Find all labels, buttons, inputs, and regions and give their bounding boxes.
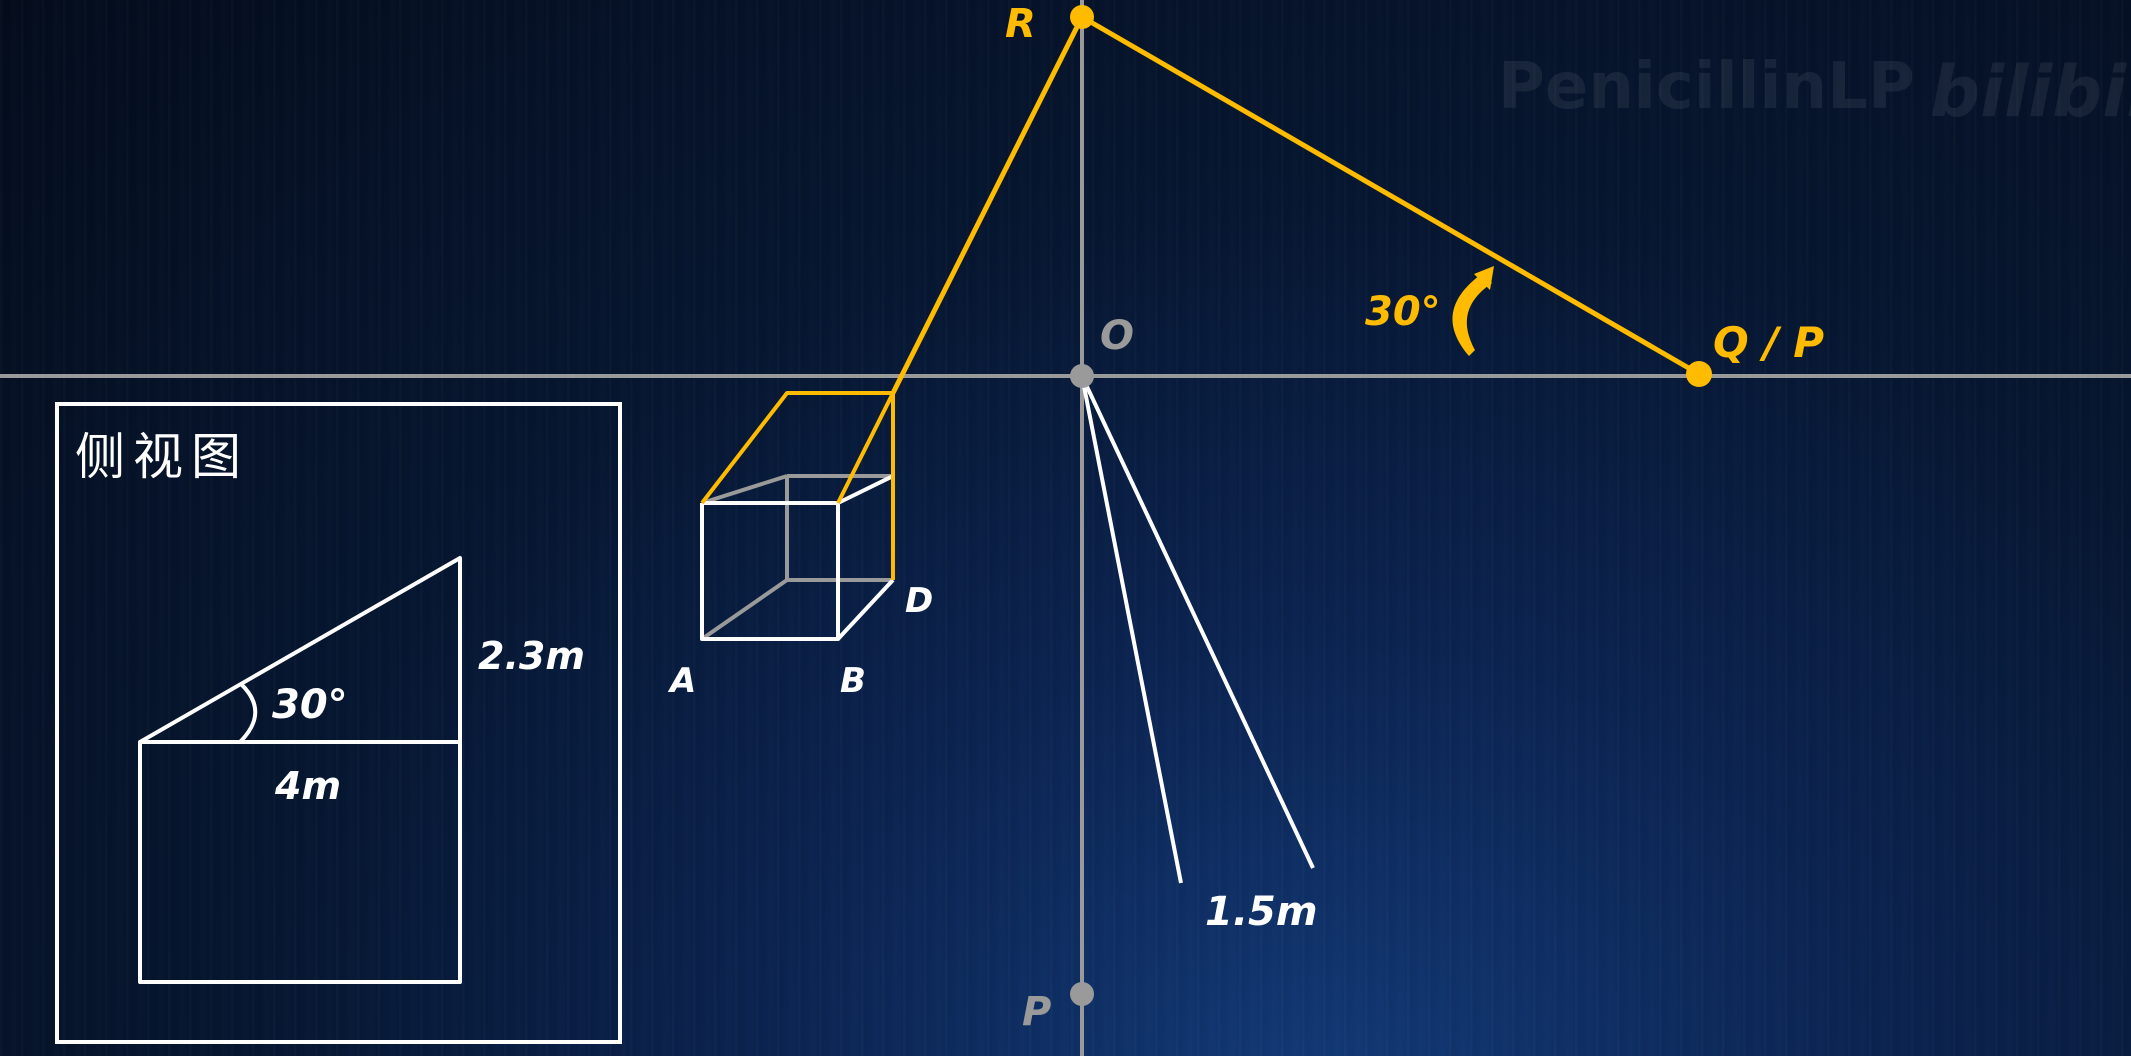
label-A: A: [667, 661, 696, 701]
cube-highlight-edges: [700, 391, 895, 580]
point-QP: [1686, 361, 1712, 387]
point-O: [1070, 364, 1094, 388]
line-cube-to-R: [890, 15, 1085, 395]
distance-rays: [1080, 375, 1315, 884]
label-B: B: [840, 661, 866, 701]
projection-lines: [890, 14, 1701, 395]
line-R-to-QP: [1080, 14, 1701, 377]
side-angle-label: 30°: [272, 682, 348, 728]
watermark-author: PenicillinLP: [1498, 50, 1915, 124]
label-O: O: [1100, 313, 1134, 359]
label-P: P: [1022, 989, 1051, 1035]
side-height-label: 2.3m: [478, 634, 585, 678]
side-view-panel: 侧视图 30° 2.3m 4m: [55, 402, 622, 1044]
cube-visible-edges: [700, 474, 895, 641]
label-R: R: [1005, 1, 1036, 47]
cube-hidden-edges: [700, 474, 893, 641]
side-view-frame: [55, 402, 622, 1044]
watermark-site-logo: bilibili: [1930, 51, 2131, 133]
ray-1: [1080, 375, 1183, 884]
side-view-title: 侧视图: [75, 428, 249, 486]
side-angle-arc: [238, 682, 258, 744]
side-width-label: 4m: [274, 764, 341, 808]
point-P: [1070, 982, 1094, 1006]
main-length-label: 1.5m: [1205, 889, 1318, 935]
main-angle-label: 30°: [1365, 289, 1441, 335]
side-view-shape: [138, 556, 462, 984]
label-D: D: [905, 581, 933, 621]
label-QP: Q / P: [1713, 318, 1824, 367]
rotation-arrow-icon: [1452, 266, 1494, 356]
point-R: [1070, 5, 1094, 29]
ray-2: [1080, 375, 1315, 869]
